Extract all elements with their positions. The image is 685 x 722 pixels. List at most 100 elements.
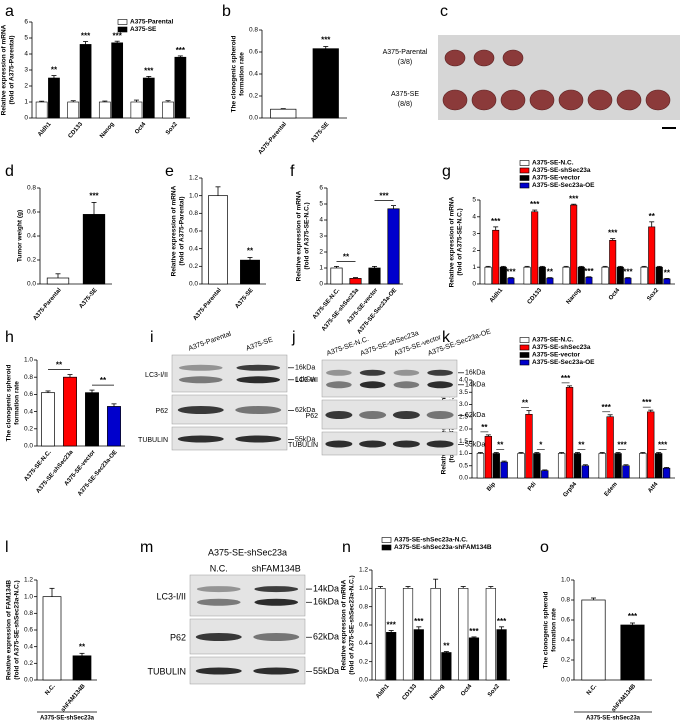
x-tick-label: A375-Parental (258, 121, 289, 156)
significance: *** (658, 441, 668, 450)
y-tick-label: 2.5 (459, 413, 468, 420)
legend-swatch (519, 182, 530, 189)
y-tick-label: 0.5 (459, 462, 468, 469)
y-tick-label: 1.0 (189, 192, 198, 199)
blot-row (171, 426, 288, 451)
x-tick-label: Sox2 (165, 121, 179, 136)
band (254, 586, 299, 593)
y-tick-label: 5 (472, 197, 476, 204)
significance: *** (414, 617, 424, 626)
y-axis-label: formation rate (14, 381, 21, 425)
y-axis-label: (fold of A375-SE-N.C.) (304, 202, 311, 269)
y-axis-label: The clonogenic spheroid (231, 36, 238, 113)
bar (500, 461, 508, 479)
bar (35, 101, 48, 119)
marker-label: 16kDa (465, 370, 485, 377)
significance: *** (89, 192, 99, 201)
bar (402, 588, 414, 681)
y-tick-label: 0 (472, 281, 476, 288)
y-tick-label: 0.4 (189, 245, 198, 252)
y-tick-label: 1.0 (561, 577, 570, 584)
x-tick-label: A375-SE (78, 287, 98, 310)
y-tick-label: 1.0 (24, 593, 33, 600)
row-label: P62 (306, 413, 319, 420)
x-tick-label: Sox2 (646, 287, 660, 302)
group-name: A375-Parental (383, 49, 428, 56)
x-tick-label: Oct4 (608, 287, 622, 302)
y-axis-label: (fold of A375-SE-shSec23a-N.C.) (14, 580, 21, 679)
bar (413, 629, 424, 681)
bar (312, 48, 339, 119)
y-tick-label: 0.0 (359, 677, 368, 684)
y-axis-label: Relative expression of mRNA (449, 196, 456, 287)
y-tick-label: 2 (319, 249, 323, 256)
significance: ** (79, 642, 86, 651)
significance: *** (506, 268, 516, 277)
band (359, 440, 387, 448)
x-tick-label: N.C. (44, 683, 57, 696)
y-tick-label: 1.0 (459, 450, 468, 457)
legend-swatch (117, 19, 128, 25)
significance: *** (469, 627, 479, 636)
bar (174, 56, 187, 119)
significance: ** (547, 268, 554, 277)
legend-label: A375-SE-shSec23a (532, 167, 591, 174)
bar (67, 101, 80, 119)
panel-letter: n (342, 539, 351, 556)
band (195, 633, 242, 641)
y-tick-label: 0.6 (561, 617, 570, 624)
lane-label: shFAM134B (252, 563, 301, 573)
y-tick-label: 0.0 (24, 443, 33, 450)
x-tick-label: Atf4 (647, 481, 660, 494)
bar (484, 266, 492, 285)
x-tick-label: A375-SE-Sec23a-OE (357, 287, 399, 335)
band (426, 440, 454, 448)
y-tick-label: 0.8 (24, 374, 33, 381)
bar (654, 453, 663, 479)
bar (624, 277, 632, 285)
x-tick-label: Nanog (429, 683, 446, 701)
tumor (442, 89, 468, 111)
panel-letter: e (165, 163, 174, 180)
y-tick-label: 0.8 (189, 210, 198, 217)
y-tick-label: 0.8 (561, 597, 570, 604)
x-tick-label: Oct4 (460, 683, 474, 698)
y-tick-label: 0.0 (189, 281, 198, 288)
x-tick-label: N.C. (586, 683, 599, 696)
band (326, 369, 352, 376)
x-tick-label: Grp94 (562, 481, 578, 499)
legend-label: A375-SE-N.C. (532, 160, 574, 167)
x-tick-label: A375-SE (310, 121, 330, 144)
marker-label: 14kDa (465, 382, 485, 389)
y-tick-label: 3.5 (459, 389, 468, 396)
y-tick-label: 1 (319, 265, 323, 272)
tumor (444, 49, 466, 67)
y-tick-label: 0.0 (24, 677, 33, 684)
panel-letter: j (291, 329, 296, 346)
band (393, 381, 420, 389)
legend-swatch (117, 26, 128, 33)
y-tick-label: 0.4 (359, 640, 368, 647)
significance: *** (617, 441, 627, 450)
y-tick-label: 2 (472, 247, 476, 254)
y-axis-label: Relative expression of mRNA (171, 185, 178, 276)
y-tick-label: 0.8 (24, 610, 33, 617)
y-tick-label: 6 (319, 185, 323, 192)
y-tick-label: 1.2 (24, 577, 33, 584)
bar (507, 277, 515, 285)
band (359, 369, 386, 376)
blot-row (321, 359, 458, 398)
significance: *** (608, 229, 618, 238)
bar (107, 406, 121, 447)
band (427, 369, 453, 376)
legend-swatch (381, 544, 392, 551)
bar (476, 453, 485, 479)
band (253, 667, 300, 675)
legend-swatch (519, 359, 530, 366)
significance: *** (569, 194, 579, 203)
group-label: A375-SE-shSec23a (40, 716, 95, 722)
bar (375, 588, 386, 681)
band (359, 411, 387, 419)
bar (598, 453, 606, 479)
